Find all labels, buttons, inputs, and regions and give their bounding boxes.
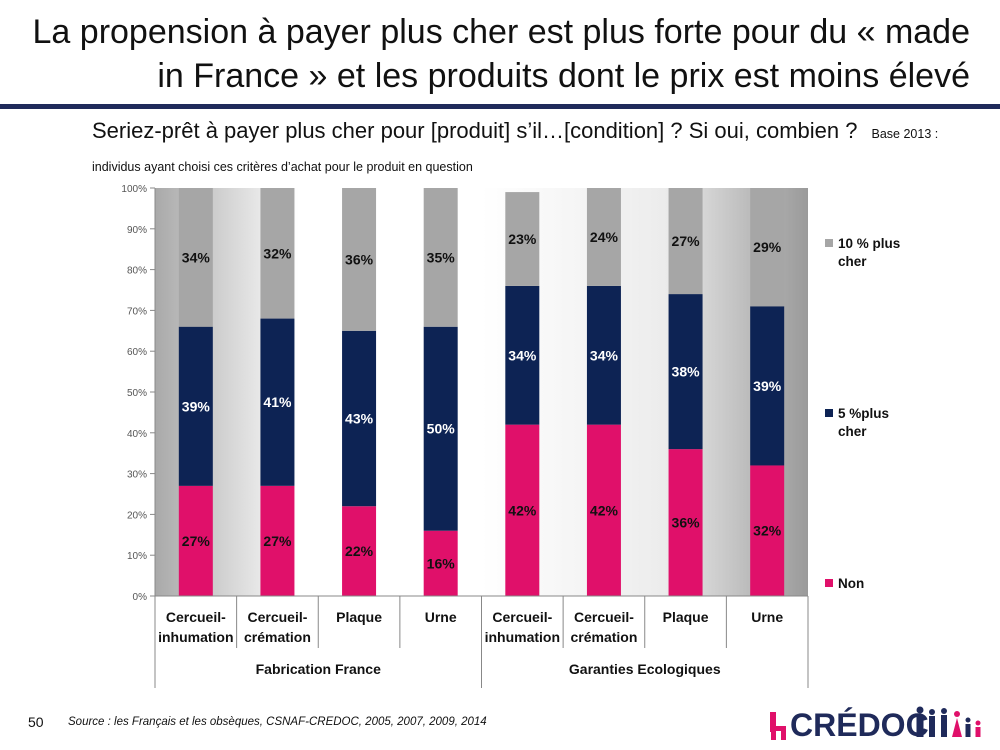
- bar-segment-non: [423, 530, 458, 596]
- y-tick-label: 40%: [127, 429, 147, 440]
- data-label: 29%: [753, 239, 782, 255]
- bar-segment-non: [342, 506, 377, 596]
- bar-segment-cinq-pct: [668, 294, 703, 450]
- category-label: Urne: [751, 609, 783, 625]
- data-label: 27%: [263, 533, 292, 549]
- question-text: Seriez-prêt à payer plus cher pour [prod…: [92, 116, 952, 182]
- category-label: Cercueil-: [492, 609, 552, 625]
- y-tick-label: 30%: [127, 470, 147, 481]
- bar-segment-non: [178, 485, 213, 596]
- legend-label-line2: cher: [838, 424, 867, 439]
- legend-swatch: [825, 239, 833, 247]
- base-note: Base 2013 : individus ayant choisi ces c…: [92, 127, 939, 174]
- bar-segment-non: [505, 424, 540, 596]
- data-label: 32%: [263, 245, 292, 261]
- data-label: 36%: [672, 515, 701, 531]
- category-label: inhumation: [485, 629, 560, 645]
- data-label: 34%: [590, 347, 619, 363]
- category-label: crémation: [244, 629, 311, 645]
- logo-chair-icon: [770, 712, 786, 740]
- data-label: 41%: [263, 394, 292, 410]
- data-label: 24%: [590, 229, 619, 245]
- y-tick-label: 10%: [127, 551, 147, 562]
- bar-segment-dix-pct: [342, 188, 377, 331]
- credoc-logo: CRÉDOC: [770, 706, 981, 743]
- title-rule: [0, 104, 1000, 109]
- y-tick-label: 50%: [127, 388, 147, 399]
- bar-segment-cinq-pct: [342, 330, 377, 507]
- bar-segment-dix-pct: [423, 188, 458, 327]
- group-label: Garanties Ecologiques: [569, 661, 721, 677]
- bar-segment-cinq-pct: [586, 285, 621, 425]
- source-note: Source : les Français et les obsèques, C…: [68, 716, 487, 728]
- category-label: inhumation: [158, 629, 233, 645]
- data-label: 42%: [590, 502, 619, 518]
- bar-segment-non: [750, 465, 785, 596]
- category-label: Cercueil-: [166, 609, 226, 625]
- data-label: 34%: [508, 347, 537, 363]
- y-tick-label: 100%: [121, 184, 147, 195]
- question-label: Seriez-prêt à payer plus cher pour [prod…: [92, 118, 858, 143]
- category-label: Cercueil-: [574, 609, 634, 625]
- category-label: crémation: [570, 629, 637, 645]
- data-label: 16%: [427, 555, 456, 571]
- category-label: Plaque: [663, 609, 709, 625]
- y-tick-label: 70%: [127, 306, 147, 317]
- bar-segment-dix-pct: [668, 188, 703, 295]
- legend-swatch: [825, 579, 833, 587]
- page-number: 50: [28, 714, 44, 730]
- bar-segment-cinq-pct: [178, 326, 213, 486]
- legend-label-line2: cher: [838, 254, 867, 269]
- y-tick-label: 90%: [127, 225, 147, 236]
- y-tick-label: 0%: [133, 592, 148, 603]
- data-label: 22%: [345, 543, 374, 559]
- y-tick-label: 60%: [127, 347, 147, 358]
- legend-label: Non: [838, 576, 864, 591]
- bar-segment-dix-pct: [586, 188, 621, 286]
- logo-people-icon: [916, 706, 981, 737]
- data-label: 32%: [753, 523, 782, 539]
- data-label: 35%: [427, 249, 456, 265]
- data-label: 27%: [672, 233, 701, 249]
- legend-label: 10 % plus: [838, 236, 900, 251]
- data-label: 27%: [182, 533, 211, 549]
- data-label: 43%: [345, 411, 374, 427]
- bar-segment-cinq-pct: [505, 285, 540, 425]
- legend-swatch: [825, 409, 833, 417]
- bar-segment-non: [586, 424, 621, 596]
- bar-segment-cinq-pct: [260, 318, 295, 486]
- bar-segment-non: [260, 485, 295, 596]
- bar-segment-cinq-pct: [423, 326, 458, 531]
- slide-title: La propension à payer plus cher est plus…: [32, 13, 970, 95]
- logo-text: CRÉDOC: [790, 707, 929, 743]
- bar-segment-non: [668, 449, 703, 596]
- bar-segment-dix-pct: [260, 188, 295, 319]
- category-label: Cercueil-: [247, 609, 307, 625]
- data-label: 23%: [508, 231, 537, 247]
- bar-segment-dix-pct: [178, 188, 213, 327]
- bar-segment-dix-pct: [505, 192, 540, 286]
- data-label: 39%: [753, 378, 782, 394]
- y-tick-label: 20%: [127, 510, 147, 521]
- bar-segment-dix-pct: [750, 188, 785, 307]
- data-label: 50%: [427, 421, 456, 437]
- category-label: Urne: [425, 609, 457, 625]
- y-tick-label: 80%: [127, 266, 147, 277]
- data-label: 34%: [182, 249, 211, 265]
- data-label: 42%: [508, 502, 537, 518]
- data-label: 36%: [345, 251, 374, 267]
- data-label: 39%: [182, 398, 211, 414]
- data-label: 38%: [672, 364, 701, 380]
- legend-label: 5 %plus: [838, 406, 889, 421]
- bar-segment-cinq-pct: [750, 306, 785, 466]
- category-label: Plaque: [336, 609, 382, 625]
- group-label: Fabrication France: [256, 661, 381, 677]
- plot-background: [155, 188, 808, 596]
